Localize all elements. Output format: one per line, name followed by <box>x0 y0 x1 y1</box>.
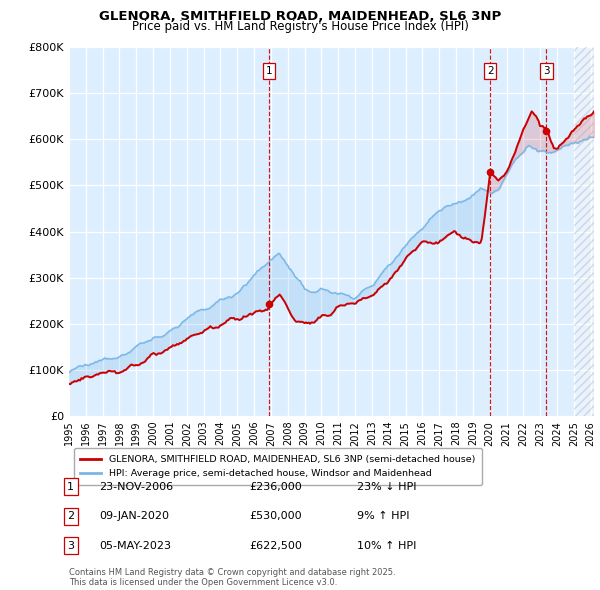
Text: Contains HM Land Registry data © Crown copyright and database right 2025.
This d: Contains HM Land Registry data © Crown c… <box>69 568 395 587</box>
Text: 23-NOV-2006: 23-NOV-2006 <box>99 482 173 491</box>
Text: 2: 2 <box>67 512 74 521</box>
Text: Price paid vs. HM Land Registry's House Price Index (HPI): Price paid vs. HM Land Registry's House … <box>131 20 469 33</box>
Text: £622,500: £622,500 <box>249 541 302 550</box>
Text: 3: 3 <box>67 541 74 550</box>
Text: 9% ↑ HPI: 9% ↑ HPI <box>357 512 409 521</box>
Text: £530,000: £530,000 <box>249 512 302 521</box>
Legend: GLENORA, SMITHFIELD ROAD, MAIDENHEAD, SL6 3NP (semi-detached house), HPI: Averag: GLENORA, SMITHFIELD ROAD, MAIDENHEAD, SL… <box>74 448 482 485</box>
Bar <box>574 47 594 416</box>
Text: 3: 3 <box>543 66 550 76</box>
Text: 2: 2 <box>487 66 493 76</box>
Text: GLENORA, SMITHFIELD ROAD, MAIDENHEAD, SL6 3NP: GLENORA, SMITHFIELD ROAD, MAIDENHEAD, SL… <box>99 10 501 23</box>
Text: 23% ↓ HPI: 23% ↓ HPI <box>357 482 416 491</box>
Text: 1: 1 <box>266 66 272 76</box>
Text: 10% ↑ HPI: 10% ↑ HPI <box>357 541 416 550</box>
Text: £236,000: £236,000 <box>249 482 302 491</box>
Text: 1: 1 <box>67 482 74 491</box>
Text: 05-MAY-2023: 05-MAY-2023 <box>99 541 171 550</box>
Text: 09-JAN-2020: 09-JAN-2020 <box>99 512 169 521</box>
